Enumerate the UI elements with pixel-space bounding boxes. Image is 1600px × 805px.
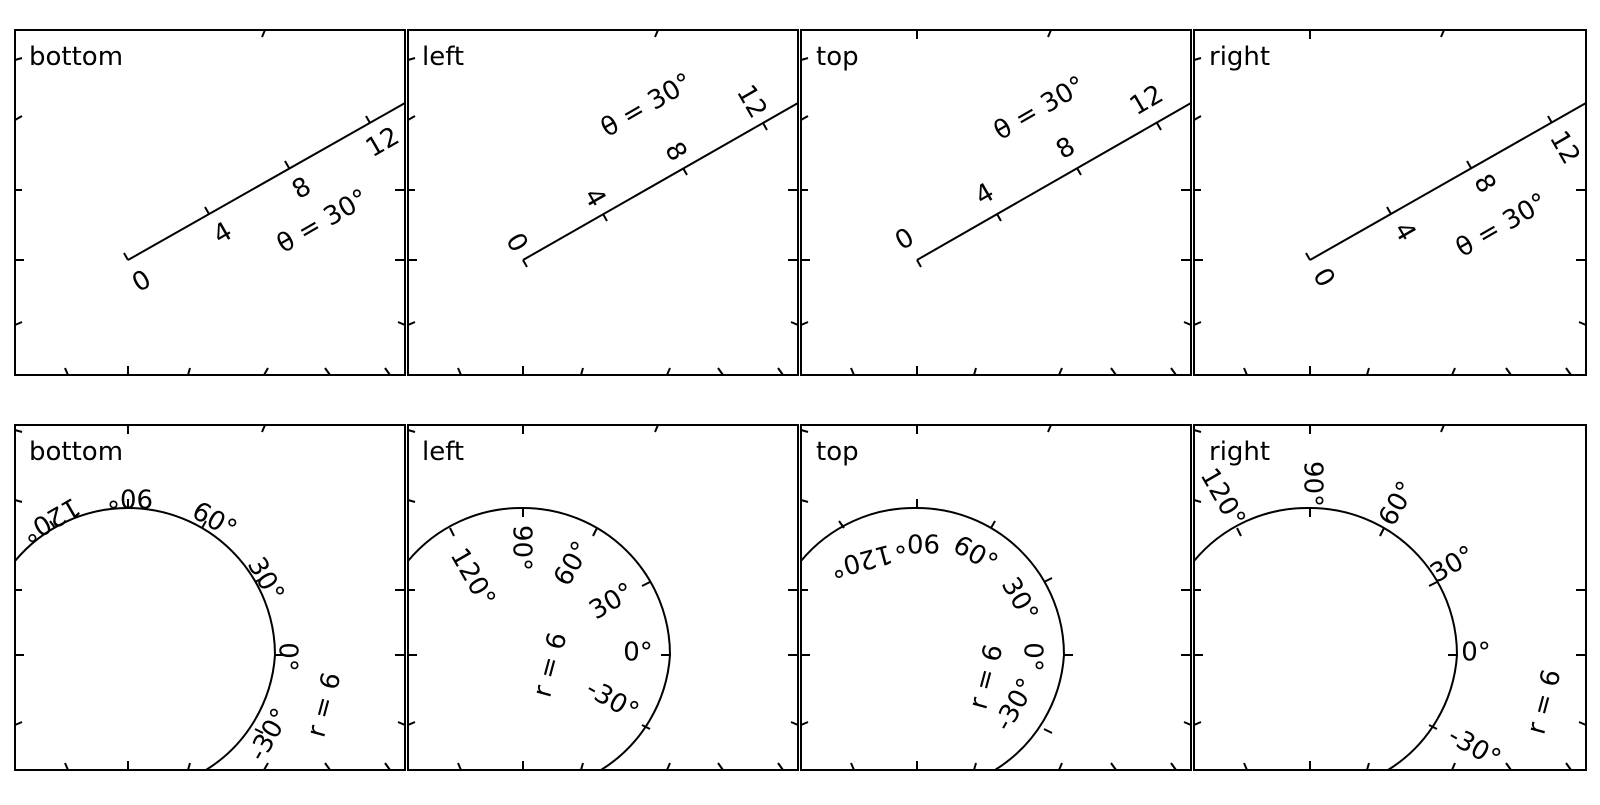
frame-ticks xyxy=(1193,424,1587,771)
panel-title: right xyxy=(1209,42,1270,72)
panel-frame xyxy=(1193,29,1587,376)
radial-axis-ticks xyxy=(123,115,371,261)
angle-tick-0: 0° xyxy=(273,642,303,672)
panel-frame xyxy=(407,29,799,376)
panel-frame xyxy=(14,424,406,771)
panel-frame xyxy=(800,424,1192,771)
panel-title: bottom xyxy=(29,437,123,467)
frame-ticks xyxy=(14,29,406,376)
top-panel-left: left 0 4 8 12 θ = 30° xyxy=(407,29,799,376)
bottom-panel-right: right -30° 0° 30° 60° 90° 120° r = 6 xyxy=(1193,424,1587,774)
angle-tick-90: 90° xyxy=(894,528,940,558)
top-panel-right: right 0 4 8 12 θ = 30° xyxy=(1193,29,1587,376)
top-panel-top: top 0 4 8 12 θ = 30° xyxy=(800,29,1192,376)
panel-title: bottom xyxy=(29,42,123,72)
bottom-panel-top: top -30° 0° 30° 60° 90° 120° r = 6 xyxy=(800,424,1192,771)
frame-ticks xyxy=(14,424,406,771)
radial-axis-line xyxy=(1309,102,1587,261)
angular-axis-arc xyxy=(407,506,672,771)
top-panel-bottom: bottom 0 4 8 12 θ = 30° xyxy=(14,29,406,376)
frame-ticks xyxy=(407,29,799,376)
angle-tick-0: 0° xyxy=(1461,638,1491,668)
radial-axis-ticks xyxy=(1305,115,1553,261)
panel-frame xyxy=(14,29,406,376)
angular-axis-ticks xyxy=(1236,508,1457,730)
bottom-panel-left: left -30° 0° 30° 60° 90° 120° r = 6 xyxy=(407,424,799,771)
panel-frame xyxy=(407,424,799,771)
panel-title: left xyxy=(422,42,464,72)
angle-tick-0: 0° xyxy=(623,638,653,668)
angular-axis-arc xyxy=(1193,506,1459,771)
angular-axis-arc xyxy=(800,506,1066,771)
panel-title: top xyxy=(816,42,859,72)
frame-ticks xyxy=(407,424,799,771)
frame-ticks xyxy=(1193,29,1587,376)
radial-axis-line xyxy=(522,102,799,261)
bottom-panel-bottom: bottom -30° 0° 30° 60° 90° 120° r = 6 xyxy=(14,424,406,771)
angular-axis-ticks xyxy=(49,499,284,734)
angle-tick-90: 90° xyxy=(1298,461,1328,507)
angle-tick-90: 90° xyxy=(507,525,537,571)
frame-ticks xyxy=(800,29,1192,376)
panel-frame xyxy=(1193,424,1587,771)
panel-title: top xyxy=(816,437,859,467)
panel-title: left xyxy=(422,437,464,467)
radial-axis-ticks xyxy=(522,122,768,268)
radial-axis-ticks xyxy=(916,122,1162,268)
angle-tick-90: 90° xyxy=(107,483,153,513)
radial-axis-line xyxy=(127,102,406,261)
radial-axis-line xyxy=(916,102,1192,261)
angular-axis-ticks xyxy=(838,499,1073,734)
panel-frame xyxy=(800,29,1192,376)
angular-axis-arc xyxy=(14,506,277,771)
angle-tick-0: 0° xyxy=(1018,642,1048,672)
panel-title: right xyxy=(1209,437,1270,467)
frame-ticks xyxy=(800,424,1192,771)
angular-axis-ticks xyxy=(449,508,670,730)
